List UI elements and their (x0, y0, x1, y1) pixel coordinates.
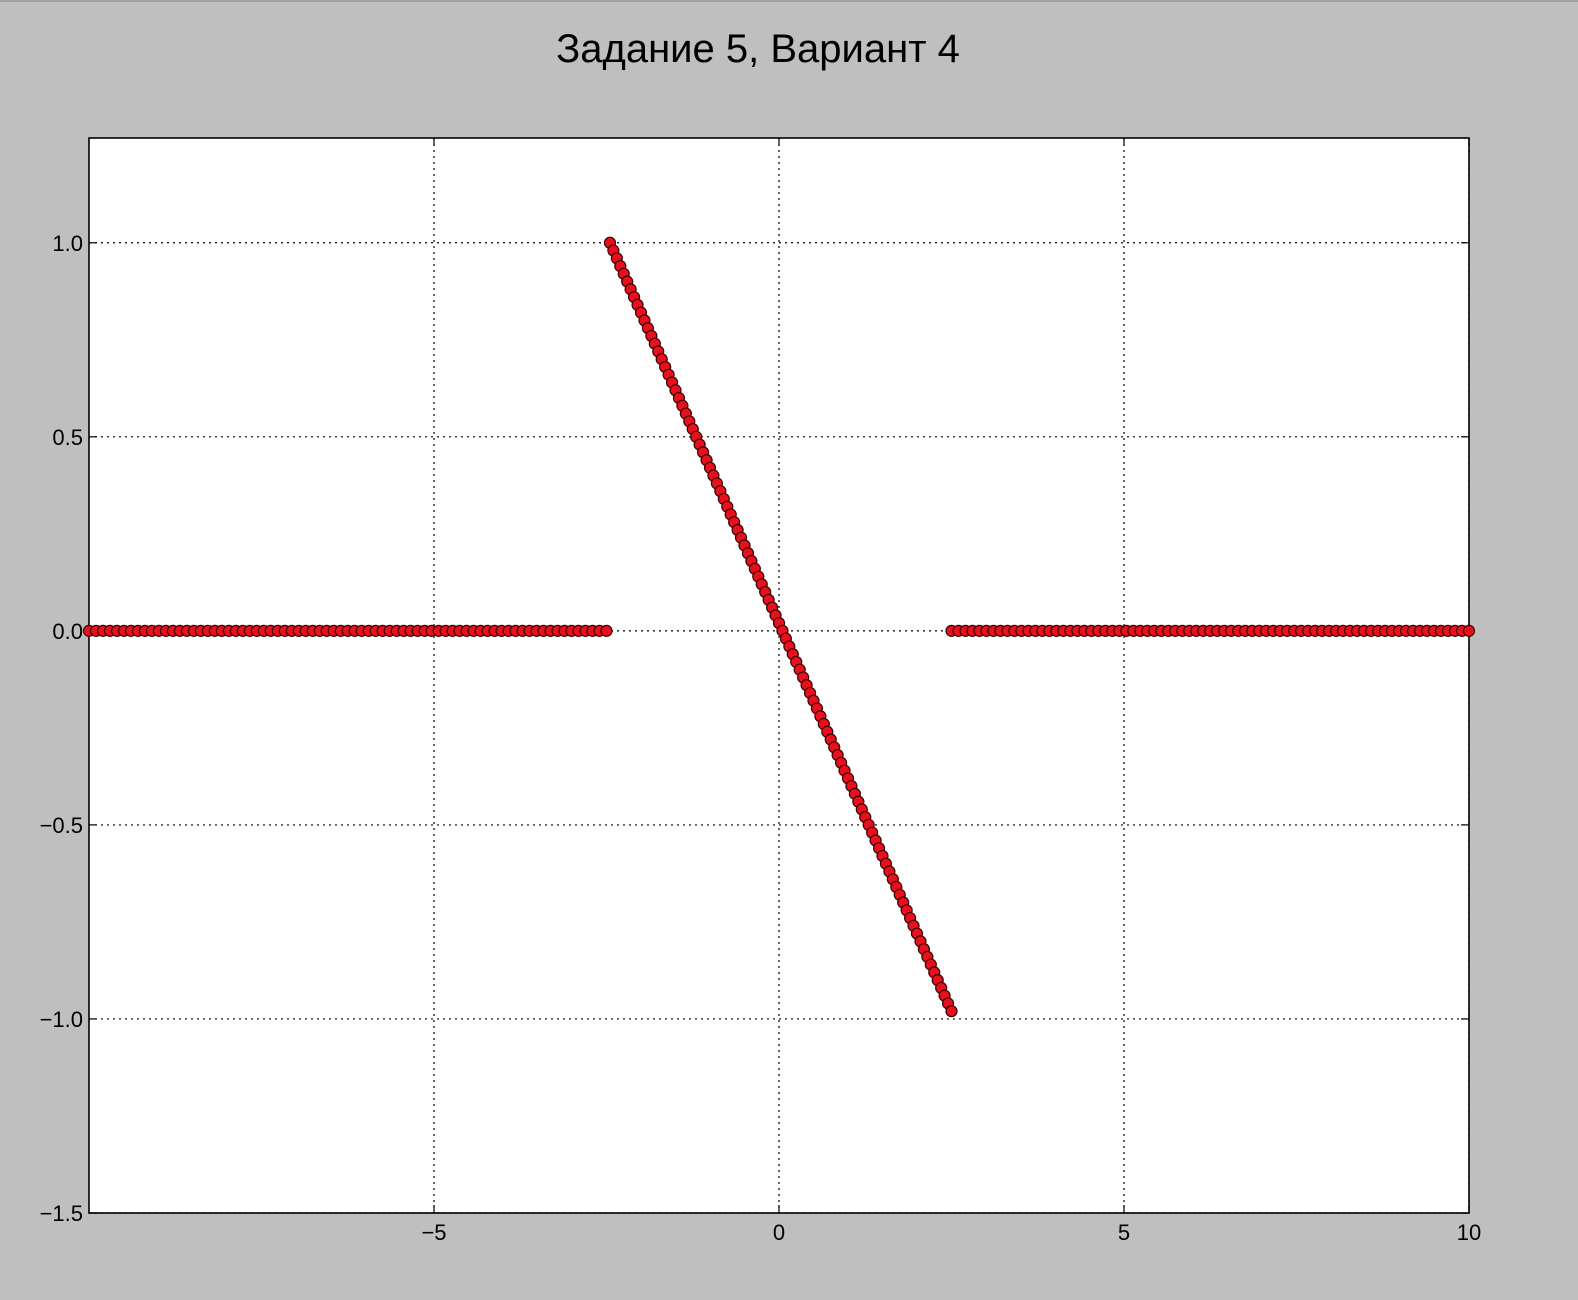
data-point (945, 1005, 958, 1018)
x-tick-label: 0 (773, 1220, 785, 1245)
y-tick-label: −1.0 (40, 1007, 83, 1032)
x-tick-label: −5 (421, 1220, 446, 1245)
y-tick-label: 1.0 (52, 231, 83, 256)
y-tick-label: 0.5 (52, 425, 83, 450)
y-tick-labels: 1.0 0.5 0.0 −0.5 −1.0 −1.5 (40, 231, 83, 1226)
chart-title: Задание 5, Вариант 4 (556, 27, 960, 71)
data-point (600, 624, 613, 637)
x-tick-label: 5 (1118, 1220, 1130, 1245)
x-tick-label: 10 (1457, 1220, 1481, 1245)
y-tick-label: −1.5 (40, 1201, 83, 1226)
data-points (82, 236, 1476, 1018)
data-point (1462, 624, 1476, 637)
y-tick-label: −0.5 (40, 813, 83, 838)
x-tick-labels: −5 0 5 10 (421, 1220, 1481, 1245)
y-tick-label: 0.0 (52, 619, 83, 644)
